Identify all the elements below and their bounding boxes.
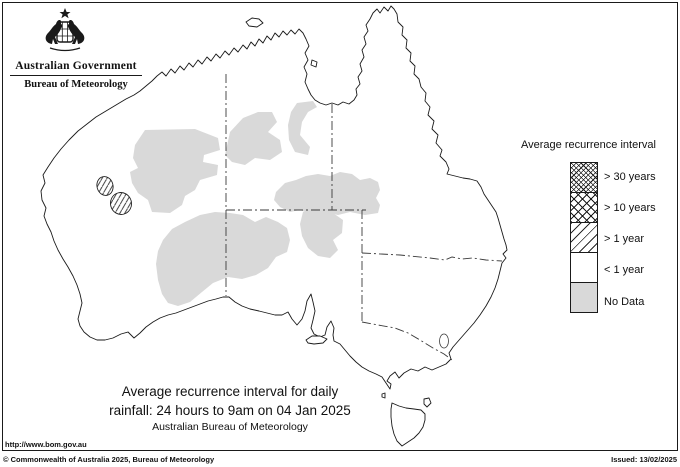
no-data-region [274,172,380,215]
legend-label-lt1yr: < 1 year [604,264,645,276]
border-qld-nsw [361,252,503,262]
state-borders [225,74,503,361]
caption-line3: Australian Bureau of Meteorology [152,421,308,433]
legend-swatch-gt30yr [570,162,598,193]
map-frame [2,2,678,451]
legend-swatch-lt1yr [570,252,598,283]
island-king [381,392,386,399]
legend-title: Average recurrence interval [521,139,656,151]
crest-shield-hatch [57,22,73,42]
coastline-mainland [40,5,508,390]
coat-of-arms-spacer [6,6,146,58]
hatched-patch [96,176,114,196]
no-data-region [130,129,220,213]
no-data-region [156,212,290,306]
caption-line2: rainfall: 24 hours to 9am on 04 Jan 2025 [109,403,351,418]
island-groote [310,59,318,68]
no-data-region [300,210,343,258]
bom-url: http://www.bom.gov.au [5,440,87,449]
recurrence-hatched-patches [96,176,132,215]
agency-title: Bureau of Meteorology [24,79,128,90]
legend-label-gt10yr: > 10 years [604,202,656,214]
branding-block: Australian Government Bureau of Meteorol… [6,6,146,90]
legend-swatch-nodata [570,282,598,313]
no-data-region [225,112,282,165]
crest-kangaroo [45,20,63,44]
island-kangaroo [305,335,328,345]
issued-date: Issued: 13/02/2025 [611,455,677,464]
crest-emu [67,20,85,44]
government-title: Australian Government [15,60,137,72]
legend-label-gt1yr: > 1 year [604,233,645,245]
legend-label-gt30yr: > 30 years [604,171,656,183]
crest-scroll [49,47,81,52]
hatched-patch [110,192,132,215]
legend-label-nodata: No Data [604,296,645,308]
island-tasmania [390,402,426,447]
island-flinders [423,397,432,408]
legend-swatch-gt10yr [570,192,598,223]
legend-swatch-gt1yr [570,222,598,253]
no-data-regions [130,101,380,306]
crest-star [59,8,71,19]
copyright-text: © Commonwealth of Australia 2025, Bureau… [3,455,215,464]
map-caption: Average recurrence interval for daily ra… [70,384,390,433]
no-data-region [288,101,317,155]
border-nsw-vic [361,321,453,361]
branding-divider [10,75,142,76]
border-act [439,333,449,349]
islands [245,17,432,447]
coat-of-arms [45,8,85,52]
caption-line1: Average recurrence interval for daily [121,384,339,399]
island-melville [245,17,264,28]
legend-swatch-column [570,162,598,313]
